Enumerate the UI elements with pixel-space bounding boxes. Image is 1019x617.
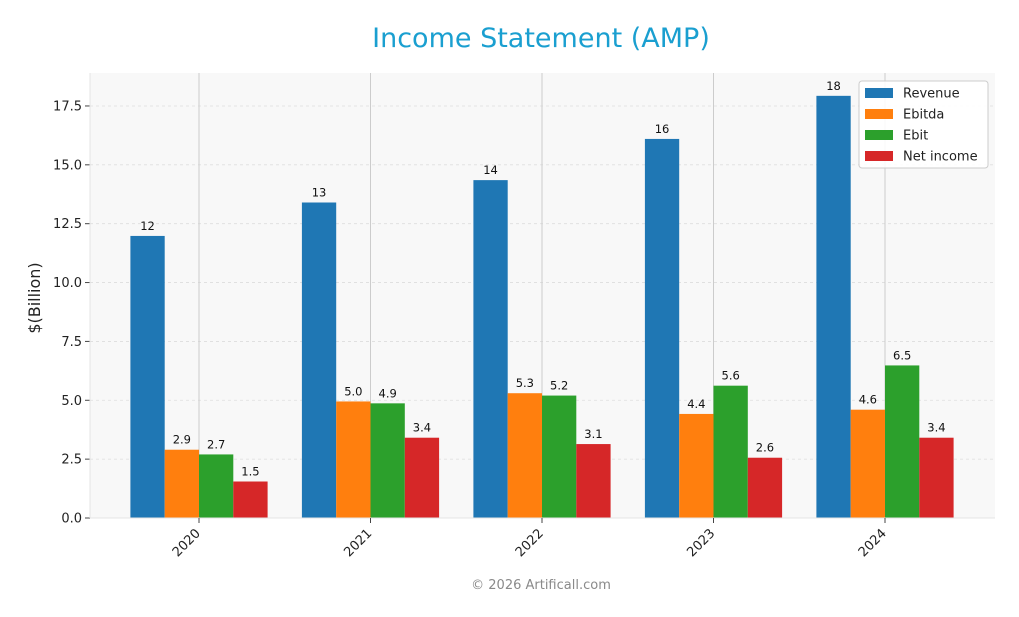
data-label: 5.3	[516, 376, 534, 390]
bar-net-income-2021	[404, 437, 440, 518]
bar-ebit-2023	[713, 385, 748, 518]
y-axis-label: $(Billion)	[25, 262, 44, 333]
bar-revenue-2024	[816, 95, 851, 518]
bar-ebit-2024	[885, 365, 920, 518]
bar-net-income-2023	[747, 457, 783, 518]
data-label: 4.9	[379, 386, 397, 400]
legend-label: Ebit	[903, 129, 928, 144]
legend: Revenue Ebitda Ebit Net income	[858, 80, 989, 169]
x-tick-label: 2022	[513, 526, 547, 560]
bar-revenue-2020	[130, 235, 165, 518]
legend-swatch	[865, 151, 893, 161]
data-label: 13	[312, 185, 327, 199]
x-tick-label: 2020	[170, 526, 204, 560]
bar-ebitda-2020	[164, 449, 199, 518]
bar-revenue-2023	[644, 138, 680, 519]
legend-label: Net income	[903, 150, 978, 165]
legend-label: Ebitda	[903, 108, 944, 123]
data-label: 6.5	[893, 348, 911, 362]
bar-ebitda-2024	[850, 409, 885, 518]
y-tick-label: 15.0	[53, 158, 82, 173]
bar-ebit-2021	[370, 403, 405, 518]
data-label: 5.6	[722, 369, 740, 383]
bar-ebitda-2022	[507, 393, 542, 518]
legend-box	[858, 80, 989, 169]
chart-title: Income Statement (AMP)	[372, 23, 710, 54]
y-tick-label: 2.5	[61, 453, 82, 468]
data-label: 1.5	[241, 465, 259, 479]
data-label: 3.4	[927, 421, 945, 435]
data-label: 14	[483, 163, 498, 177]
footer-copyright: © 2026 Artificall.com	[471, 578, 611, 593]
legend-label: Revenue	[903, 87, 960, 102]
data-label: 18	[826, 79, 841, 93]
bars	[130, 95, 954, 519]
bar-ebitda-2021	[336, 401, 371, 518]
y-tick-label: 17.5	[53, 99, 82, 114]
data-label: 4.4	[687, 397, 705, 411]
legend-swatch	[865, 88, 893, 98]
legend-swatch	[865, 130, 893, 140]
bar-ebitda-2023	[679, 413, 714, 518]
data-label: 16	[655, 122, 670, 136]
data-label: 3.1	[584, 427, 602, 441]
bar-net-income-2022	[576, 444, 611, 518]
x-tick-label: 2023	[684, 526, 718, 560]
bar-ebit-2020	[199, 454, 234, 518]
data-labels: 12 2.9 2.7 1.5 13 5.0 4.9 3.4 14 5.3 5.2 3.1 16 4.4 5.…	[140, 79, 945, 479]
y-tick-label: 5.0	[61, 394, 82, 409]
bar-revenue-2021	[301, 202, 337, 518]
y-tick-label: 12.5	[53, 217, 82, 232]
data-label: 12	[140, 219, 155, 233]
data-label: 4.6	[859, 393, 877, 407]
bar-revenue-2022	[473, 180, 508, 518]
bar-net-income-2024	[919, 437, 954, 518]
y-tick-label: 10.0	[53, 276, 82, 291]
x-tick-label: 2024	[856, 526, 890, 560]
y-tick-label: 0.0	[61, 512, 82, 527]
data-label: 2.6	[756, 441, 774, 455]
data-label: 5.0	[344, 384, 362, 398]
data-label: 2.7	[207, 437, 225, 451]
data-label: 3.4	[413, 421, 431, 435]
legend-swatch	[865, 109, 893, 119]
bar-net-income-2020	[233, 481, 268, 518]
data-label: 2.9	[173, 433, 191, 447]
bar-ebit-2022	[542, 395, 577, 518]
data-label: 5.2	[550, 379, 568, 393]
y-tick-label: 7.5	[61, 335, 82, 350]
x-tick-label: 2021	[341, 526, 375, 560]
